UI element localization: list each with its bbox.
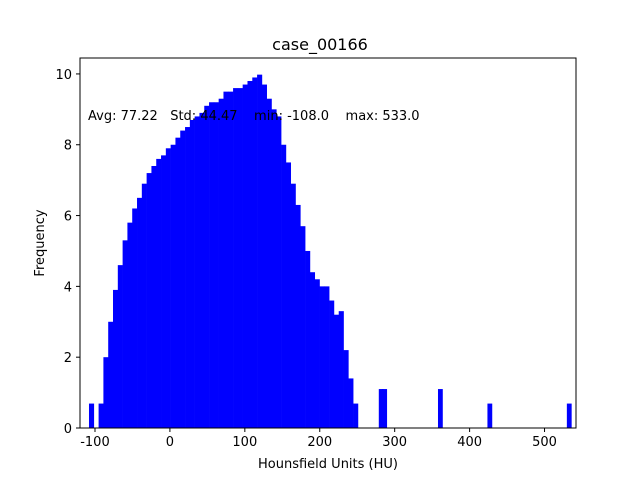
histogram-bar <box>233 88 239 428</box>
histogram-bar <box>204 105 210 428</box>
y-tick-label: 10 <box>55 68 72 83</box>
x-tick-label: 300 <box>382 435 407 450</box>
histogram-bar <box>566 403 572 428</box>
histogram-bar <box>98 403 104 428</box>
histogram-bar <box>108 321 114 428</box>
axes-group: -100 0 100 200 300 400 500 0 2 4 6 8 10 <box>55 57 577 450</box>
histogram-bar <box>437 389 443 428</box>
histogram-bar <box>487 403 493 428</box>
histogram-bar <box>213 102 219 429</box>
histogram-bar <box>223 91 229 429</box>
histogram-bar <box>137 197 143 428</box>
y-tick-label: 2 <box>64 351 72 366</box>
histogram-bar <box>180 130 186 428</box>
y-tick-label: 6 <box>64 210 72 225</box>
x-tick-label: 100 <box>232 435 257 450</box>
x-tick-label: -100 <box>80 435 110 450</box>
histogram-bar <box>113 289 119 428</box>
histogram-bar <box>281 144 287 429</box>
x-tick-label: 200 <box>307 435 332 450</box>
plot-frame <box>79 57 577 429</box>
histogram-bar <box>103 357 109 428</box>
bars-group <box>88 74 572 429</box>
histogram-bar <box>381 389 388 428</box>
histogram-bar <box>252 77 258 428</box>
histogram-bar <box>122 240 128 428</box>
y-tick-label: 4 <box>64 280 72 295</box>
histogram-bar <box>156 158 162 428</box>
x-tick-label: 400 <box>457 435 482 450</box>
histogram-bar <box>271 109 277 428</box>
histogram-bar <box>285 162 292 428</box>
histogram-bar <box>127 222 133 428</box>
histogram-bar <box>199 112 205 429</box>
histogram-bar <box>338 311 344 428</box>
histogram-bar <box>305 250 311 428</box>
histogram-bar <box>132 208 138 428</box>
histogram-bar <box>141 183 147 428</box>
histogram-bar <box>194 116 200 428</box>
histogram-bar <box>117 265 123 428</box>
histogram-bar <box>276 116 282 428</box>
histogram-bar <box>146 173 152 428</box>
histogram-bar <box>309 272 316 428</box>
histogram-bar <box>165 148 171 428</box>
histogram-bar <box>237 88 243 428</box>
histogram-bar <box>261 84 267 428</box>
histogram-bar <box>295 204 301 428</box>
stats-annotation: Avg: 77.22 Std: 44.47 min: -108.0 max: 5… <box>88 109 420 124</box>
histogram-bar <box>343 350 349 428</box>
histogram-bar <box>348 378 354 428</box>
histogram-bar <box>329 300 335 428</box>
histogram-bar <box>242 84 248 428</box>
y-tick-label: 0 <box>64 422 72 437</box>
histogram-bar <box>257 74 263 429</box>
histogram-bar <box>247 81 253 429</box>
histogram-bar <box>151 165 157 429</box>
y-axis-label: Frequency <box>33 209 48 276</box>
x-axis-label: Hounsfield Units (HU) <box>258 457 398 472</box>
histogram-bar <box>209 102 215 429</box>
histogram-bar <box>378 389 384 428</box>
histogram-bar <box>333 314 340 428</box>
histogram-bar <box>314 279 320 428</box>
x-tick-label: 0 <box>166 435 174 450</box>
y-tick-label: 8 <box>64 139 72 154</box>
histogram-bar <box>170 144 176 429</box>
histogram-bar <box>324 286 330 428</box>
histogram-bar <box>189 119 195 428</box>
histogram-bar <box>290 183 296 428</box>
histogram-bar <box>218 98 224 428</box>
histogram-bar <box>228 91 234 429</box>
histogram-bar <box>353 403 359 428</box>
histogram-bar <box>266 98 272 428</box>
x-tick-label: 500 <box>532 435 557 450</box>
chart-title: case_00166 <box>272 35 368 55</box>
histogram-bar <box>300 226 306 428</box>
histogram-bar <box>161 155 167 429</box>
histogram-bar <box>88 403 95 428</box>
histogram-bar <box>319 286 325 428</box>
histogram-bar <box>175 137 181 428</box>
histogram-bar <box>185 127 191 428</box>
